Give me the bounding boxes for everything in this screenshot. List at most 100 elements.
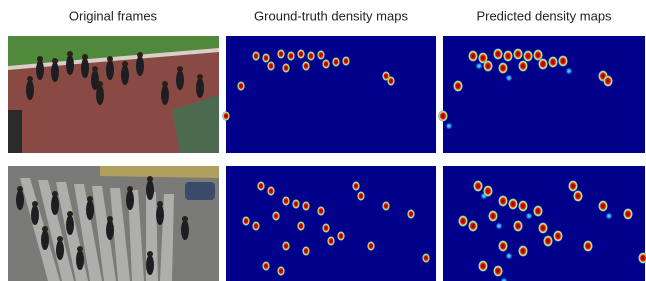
person [51, 62, 59, 82]
head [17, 186, 23, 192]
person [196, 78, 204, 98]
density-blob [538, 222, 548, 234]
person [86, 200, 94, 220]
density-blob [407, 209, 415, 219]
density-blob [518, 245, 528, 257]
density-blob [277, 266, 285, 276]
head [127, 186, 133, 192]
density-blob [478, 260, 488, 272]
head [147, 251, 153, 257]
head [37, 56, 43, 62]
density-blob [267, 61, 275, 71]
head [42, 226, 48, 232]
density-blob [473, 180, 483, 192]
density-blob [302, 201, 310, 211]
density-blob [533, 205, 543, 217]
density-blob [453, 80, 463, 92]
density-blob [272, 211, 280, 221]
column-header: Predicted density maps [476, 8, 612, 23]
density-blob [242, 216, 250, 226]
density-blob [287, 51, 295, 61]
person [31, 205, 39, 225]
density-blob [327, 236, 335, 246]
head [197, 74, 203, 80]
original-frame-1 [8, 36, 219, 153]
density-blob [297, 49, 305, 59]
density-blob [337, 231, 345, 241]
density-blob [252, 221, 260, 231]
density-blob [498, 62, 508, 74]
head [52, 191, 58, 197]
density-blob [438, 110, 448, 122]
density-blob [493, 265, 503, 277]
density-blob [513, 220, 523, 232]
density-blob [508, 198, 518, 210]
density-blob [538, 58, 548, 70]
density-blob [583, 240, 593, 252]
head [177, 66, 183, 72]
density-blob [483, 60, 493, 72]
density-blob-weak [495, 222, 503, 230]
density-blob [523, 50, 533, 62]
density-blob [302, 61, 310, 71]
head [87, 196, 93, 202]
density-blob [352, 181, 360, 191]
head [97, 81, 103, 87]
density-blob [317, 50, 325, 60]
density-blob [543, 235, 553, 247]
person [106, 220, 114, 240]
density-blob [367, 241, 375, 251]
head [82, 54, 88, 60]
density-blob [282, 196, 290, 206]
density-blob [518, 200, 528, 212]
person [56, 240, 64, 260]
head [147, 176, 153, 182]
person [51, 195, 59, 215]
density-blob [488, 210, 498, 222]
head [182, 216, 188, 222]
person [176, 70, 184, 90]
density-blob [292, 199, 300, 209]
density-blob [558, 55, 568, 67]
person [16, 190, 24, 210]
density-blob [483, 185, 493, 197]
head [122, 61, 128, 67]
density-blob-weak [445, 122, 453, 130]
density-blob [237, 81, 245, 91]
density-blob [302, 246, 310, 256]
head [107, 56, 113, 62]
head [157, 201, 163, 207]
head [107, 216, 113, 222]
density-blob [548, 56, 558, 68]
density-blob [382, 201, 390, 211]
figure: Original frames Ground-truth density map… [0, 0, 646, 281]
density-blob [623, 208, 633, 220]
density-blob [317, 206, 325, 216]
density-blob-weak [565, 67, 573, 75]
person [81, 58, 89, 78]
head [77, 246, 83, 252]
density-blob [307, 51, 315, 61]
density-blob [222, 111, 230, 121]
density-blob [603, 75, 613, 87]
density-blob [498, 195, 508, 207]
person [156, 205, 164, 225]
head [137, 52, 143, 58]
head [57, 236, 63, 242]
density-blob-weak [505, 252, 513, 260]
density-blob [458, 215, 468, 227]
density-blob [468, 50, 478, 62]
density-blob [282, 241, 290, 251]
density-blob [282, 63, 290, 73]
page: Original frames Ground-truth density map… [0, 0, 646, 281]
density-blob [387, 76, 395, 86]
density-blob [297, 221, 305, 231]
person [146, 255, 154, 275]
person [36, 60, 44, 80]
density-blob [332, 57, 340, 67]
person [126, 190, 134, 210]
density-blob [493, 48, 503, 60]
density-blob [468, 220, 478, 232]
density-blob [322, 223, 330, 233]
person [106, 60, 114, 80]
